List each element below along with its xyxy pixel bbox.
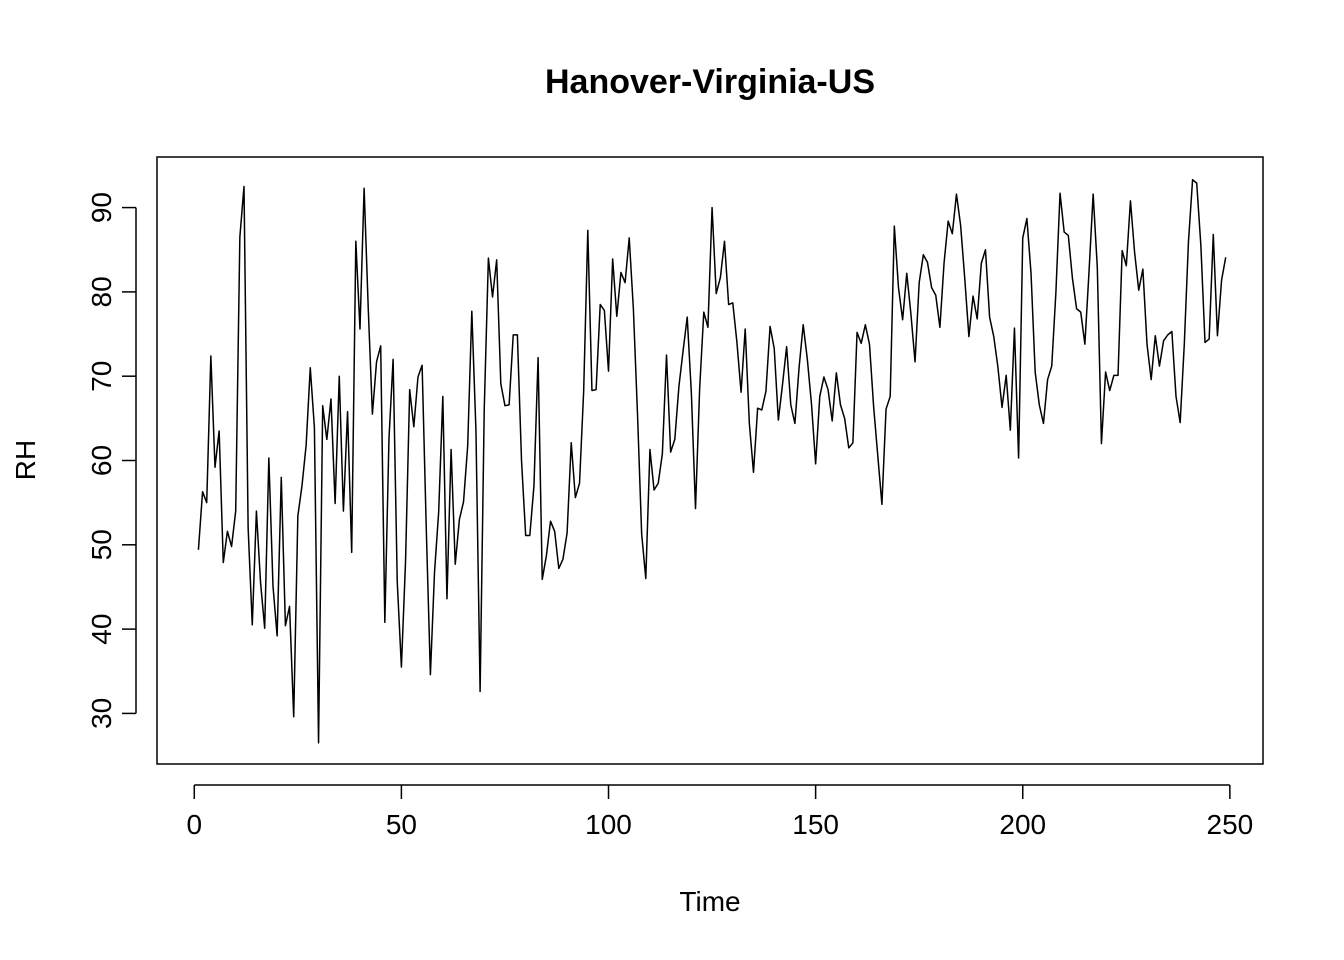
series-line-1 xyxy=(197,179,1227,744)
series-layer xyxy=(197,179,1227,744)
y-tick-label: 70 xyxy=(86,361,117,392)
y-tick-label: 60 xyxy=(86,445,117,476)
y-axis: 30 40 50 60 70 80 90 xyxy=(86,192,137,729)
x-tick-label: 50 xyxy=(386,809,417,840)
chart-title: Hanover-Virginia-US xyxy=(545,63,875,101)
y-tick-label: 50 xyxy=(86,529,117,560)
y-tick-label: 30 xyxy=(86,698,117,729)
x-tick-label: 100 xyxy=(585,809,632,840)
x-tick-label: 250 xyxy=(1207,809,1254,840)
y-axis-label: RH xyxy=(10,440,41,480)
plot-frame xyxy=(156,156,1264,765)
x-axis-label: Time xyxy=(679,886,740,917)
x-tick-label: 200 xyxy=(999,809,1046,840)
x-axis: 0 50 100 150 200 250 xyxy=(186,784,1254,840)
y-tick-label: 40 xyxy=(86,614,117,645)
x-tick-label: 0 xyxy=(186,809,202,840)
y-tick-label: 80 xyxy=(86,276,117,307)
y-tick-label: 90 xyxy=(86,192,117,223)
x-tick-label: 150 xyxy=(792,809,839,840)
